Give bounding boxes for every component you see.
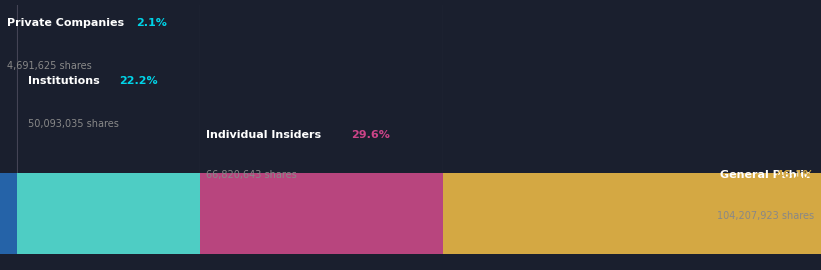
Text: 4,691,625 shares: 4,691,625 shares [7,61,91,71]
Text: Private Companies: Private Companies [7,18,127,28]
Text: Individual Insiders: Individual Insiders [206,130,325,140]
Text: 46.1%: 46.1% [776,170,814,180]
Text: Institutions: Institutions [28,76,103,86]
Text: 50,093,035 shares: 50,093,035 shares [28,119,119,129]
Text: 104,207,923 shares: 104,207,923 shares [718,211,814,221]
Text: 22.2%: 22.2% [120,76,158,86]
Bar [443,173,821,254]
Bar [0,173,17,254]
Bar [17,173,200,254]
Text: 2.1%: 2.1% [136,18,167,28]
Bar [200,173,443,254]
Text: General Public: General Public [720,170,814,180]
Text: 66,820,643 shares: 66,820,643 shares [206,170,297,180]
Text: 29.6%: 29.6% [351,130,390,140]
